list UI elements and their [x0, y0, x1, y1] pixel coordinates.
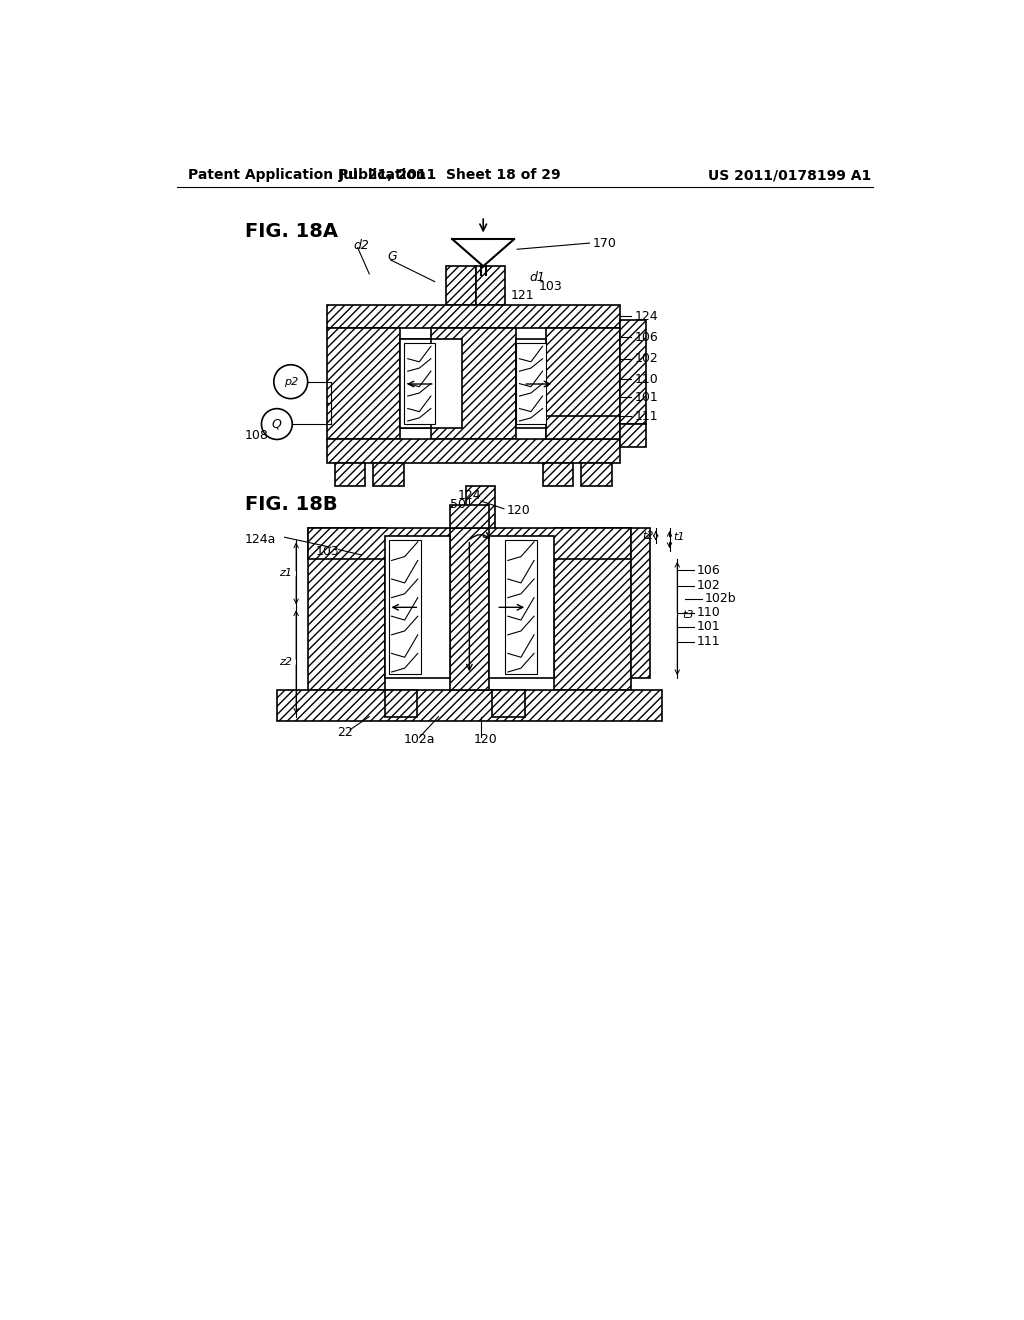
Text: 120: 120 [506, 504, 530, 517]
Text: 111: 111 [635, 409, 658, 422]
Text: FIG. 18A: FIG. 18A [245, 222, 338, 242]
Bar [543, 462, 573, 486]
Bar [327, 440, 620, 462]
Bar [385, 536, 451, 678]
Bar [307, 528, 631, 558]
Bar [493, 689, 525, 717]
Text: 110: 110 [696, 606, 720, 619]
Text: 50: 50 [451, 499, 466, 511]
Bar [403, 343, 435, 424]
Text: z2: z2 [280, 657, 292, 667]
Text: d1: d1 [529, 271, 546, 284]
Text: t3: t3 [682, 610, 693, 620]
Bar [327, 305, 620, 327]
Bar [451, 528, 488, 689]
Bar [488, 536, 554, 678]
Text: 106: 106 [696, 564, 720, 577]
Text: t2: t2 [642, 531, 653, 541]
Bar [466, 486, 495, 540]
Bar [327, 327, 400, 440]
Bar [620, 424, 646, 447]
Text: G: G [387, 251, 396, 264]
Text: 22: 22 [337, 726, 352, 739]
Text: 102a: 102a [403, 733, 435, 746]
Bar [620, 321, 646, 424]
Bar [547, 327, 620, 440]
Text: 102: 102 [696, 579, 720, 593]
Bar [451, 504, 488, 528]
Text: 124: 124 [635, 310, 658, 323]
Text: 101: 101 [635, 391, 658, 404]
Text: 102: 102 [635, 352, 658, 366]
Text: 108: 108 [245, 429, 268, 442]
Bar [400, 339, 431, 428]
Text: z1: z1 [280, 569, 292, 578]
Bar [385, 689, 417, 717]
Text: d2: d2 [354, 239, 370, 252]
Circle shape [261, 409, 292, 440]
Bar [276, 689, 662, 721]
Bar [505, 540, 538, 675]
Bar [581, 462, 611, 486]
Circle shape [273, 364, 307, 399]
Bar [446, 267, 475, 305]
Bar [547, 416, 620, 440]
Text: 124: 124 [458, 490, 481, 502]
Text: Jul. 21, 2011  Sheet 18 of 29: Jul. 21, 2011 Sheet 18 of 29 [339, 169, 561, 182]
Text: 111: 111 [696, 635, 720, 648]
Bar [373, 462, 403, 486]
Text: 101: 101 [696, 620, 720, 634]
Text: US 2011/0178199 A1: US 2011/0178199 A1 [708, 169, 871, 182]
Bar [335, 462, 366, 486]
Text: 103: 103 [315, 545, 339, 557]
Bar [431, 327, 515, 440]
Text: 103: 103 [539, 280, 562, 293]
Bar [554, 528, 631, 689]
Text: 102b: 102b [705, 593, 736, 606]
Text: 120: 120 [473, 733, 497, 746]
Text: 124a: 124a [245, 533, 275, 546]
Bar [515, 339, 547, 428]
Text: Q: Q [272, 417, 282, 430]
Bar [475, 267, 505, 305]
Text: p2: p2 [284, 376, 298, 387]
Text: t1: t1 [674, 532, 685, 543]
Text: Patent Application Publication: Patent Application Publication [188, 169, 426, 182]
Bar [631, 528, 650, 678]
Bar [388, 540, 421, 675]
Text: 170: 170 [593, 236, 616, 249]
Text: 121: 121 [511, 289, 535, 302]
Bar [400, 339, 462, 428]
Text: FIG. 18B: FIG. 18B [245, 495, 337, 515]
Bar [307, 528, 385, 689]
Bar [515, 343, 547, 424]
Text: 110: 110 [635, 372, 658, 385]
Text: 106: 106 [635, 330, 658, 343]
